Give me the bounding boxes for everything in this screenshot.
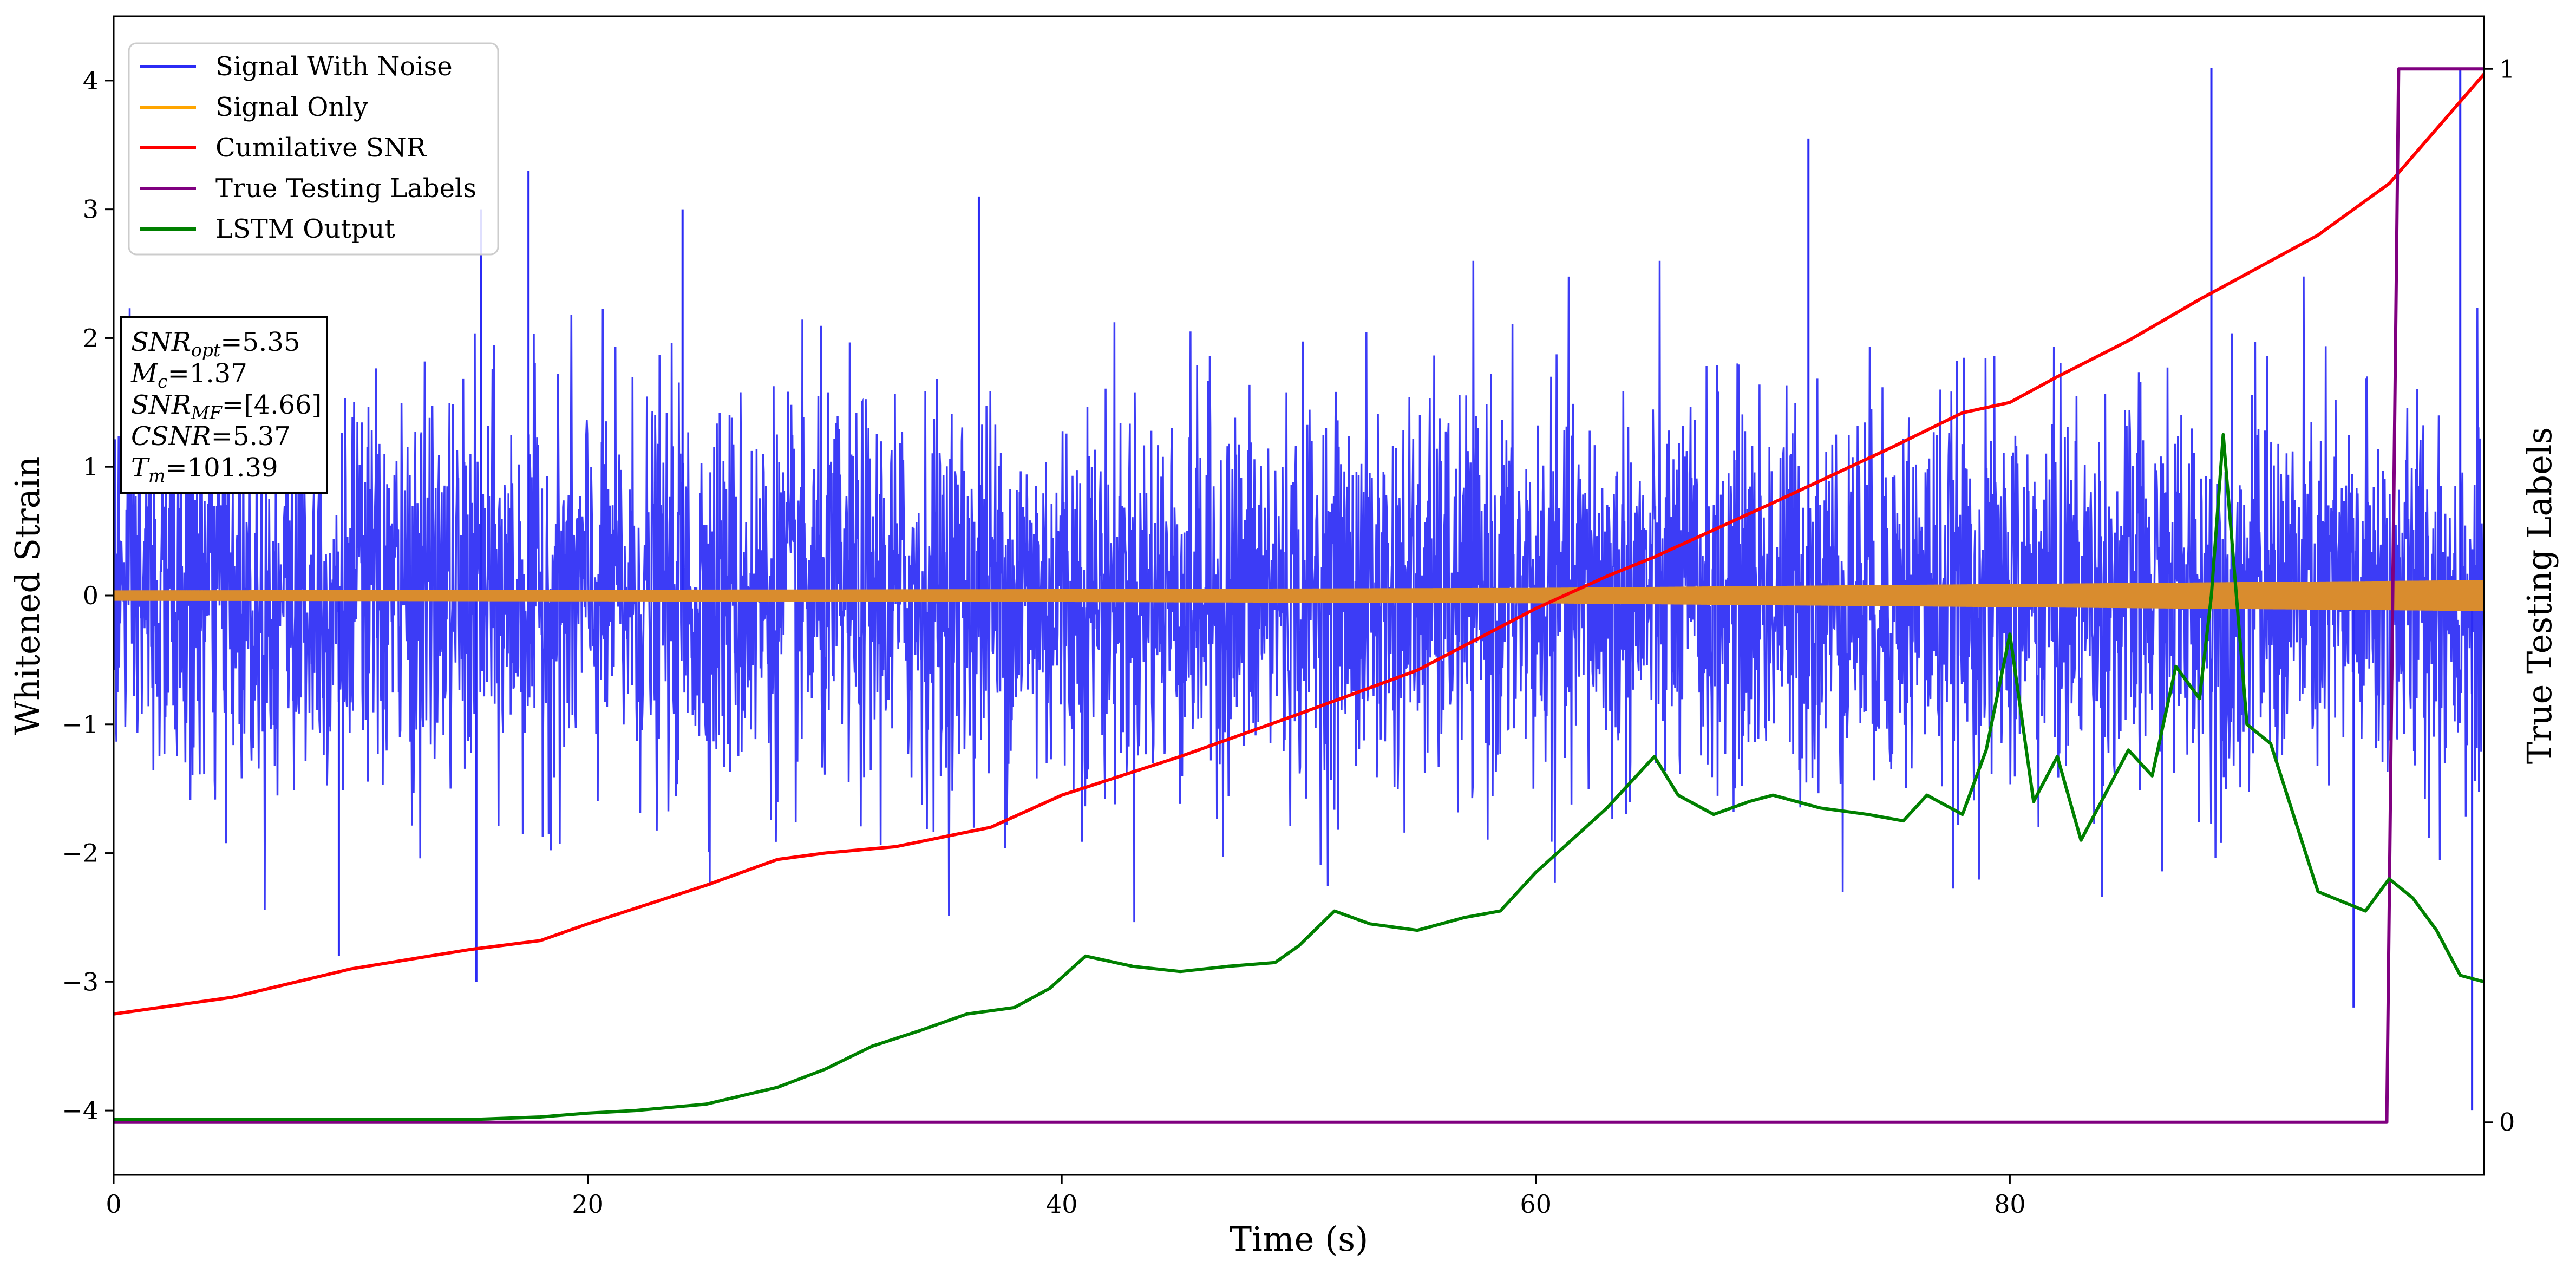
signal-only-line bbox=[114, 580, 2484, 611]
y-axis-title: Whitened Strain bbox=[8, 456, 47, 735]
x-tick-label: 80 bbox=[1994, 1190, 2026, 1219]
x-axis: 0 20 40 60 80 bbox=[106, 1175, 2026, 1219]
info-box: SNRopt=5.35Mc=1.37SNRMF=[4.66]CSNR=5.37T… bbox=[120, 316, 328, 494]
y-tick-label: 1 bbox=[83, 452, 99, 481]
y-tick-label: 4 bbox=[83, 66, 99, 95]
y-axis-right: 01 bbox=[2484, 54, 2515, 1137]
info-box-line: Mc=1.37 bbox=[130, 358, 247, 392]
info-box-line: CSNR=5.37 bbox=[131, 421, 291, 452]
signal-with-noise-line bbox=[114, 260, 2484, 923]
y-tick-label: −4 bbox=[62, 1096, 99, 1125]
y-tick-label: −1 bbox=[62, 710, 99, 739]
series-signal-with-noise bbox=[114, 68, 2484, 1111]
y-axis-left: −4 −3 −2 −1 0 1 2 3 4 bbox=[62, 66, 114, 1125]
legend: Signal With Noise Signal Only Cumilative S… bbox=[128, 42, 499, 256]
legend-label: Signal Only bbox=[215, 92, 368, 122]
x-tick-label: 0 bbox=[106, 1190, 121, 1219]
legend-label: LSTM Output bbox=[215, 214, 395, 244]
legend-box bbox=[128, 42, 499, 256]
series-lstm-output bbox=[114, 433, 2484, 1121]
info-box-line: SNRMF=[4.66] bbox=[131, 390, 322, 423]
y-tick-label: 0 bbox=[83, 581, 99, 610]
y-tick-label: −2 bbox=[62, 839, 99, 868]
x-axis-title: Time (s) bbox=[1230, 1219, 1369, 1259]
cumulative-snr-line bbox=[114, 73, 2484, 1016]
legend-label: True Testing Labels bbox=[215, 173, 476, 204]
y2-tick-label: 1 bbox=[2499, 54, 2515, 83]
x-tick-label: 40 bbox=[1046, 1190, 1078, 1219]
info-box-line: SNRopt=5.35 bbox=[131, 327, 300, 361]
y-tick-label: −3 bbox=[62, 967, 99, 996]
series-true-testing-labels bbox=[114, 67, 2484, 1124]
series-signal-only bbox=[114, 580, 2484, 611]
true-testing-labels-line bbox=[114, 67, 2484, 1124]
x-tick-label: 60 bbox=[1520, 1190, 1552, 1219]
x-tick-label: 20 bbox=[572, 1190, 604, 1219]
y-tick-label: 2 bbox=[83, 323, 99, 352]
legend-label: Cumilative SNR bbox=[215, 133, 427, 163]
legend-label: Signal With Noise bbox=[215, 51, 453, 82]
info-box-line: Tm=101.39 bbox=[131, 453, 278, 486]
info-box-frame bbox=[120, 316, 328, 494]
y2-tick-label: 0 bbox=[2499, 1108, 2515, 1137]
y2-axis-title: True Testing Labels bbox=[2520, 427, 2559, 765]
lstm-output-line bbox=[114, 433, 2484, 1121]
series-cumulative-snr bbox=[114, 73, 2484, 1016]
y-tick-label: 3 bbox=[83, 195, 99, 224]
